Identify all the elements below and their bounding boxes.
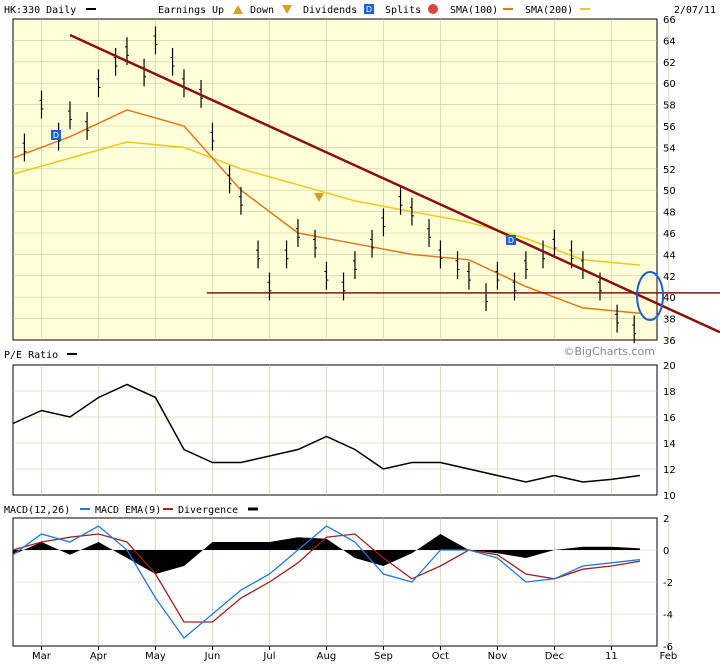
y-tick-label: 64	[663, 36, 676, 47]
y-tick-label: 38	[663, 315, 676, 326]
price-panel-bg	[12, 18, 658, 341]
dividend-marker-1-letter: D	[53, 131, 59, 140]
sma200-line	[12, 141, 640, 266]
dividend-marker-2-letter: D	[508, 236, 514, 245]
x-tick-label: May	[145, 651, 166, 662]
downtrend-line	[69, 33, 720, 334]
earnings-down-label: Down	[250, 5, 274, 16]
price-grid	[13, 19, 669, 340]
earnings-up-icon	[233, 5, 243, 14]
pe-panel-bg	[12, 364, 658, 496]
y-tick-label: 52	[663, 165, 676, 176]
x-tick-label: 11	[605, 651, 618, 662]
y-tick-label: -4	[663, 610, 673, 621]
x-tick-label: Jun	[204, 651, 221, 662]
x-axis: Mar Apr May Jun Jul Aug Sep Oct Nov Dec 11 Feb	[32, 646, 677, 662]
chart-date: 2/07/11	[674, 5, 716, 16]
y-tick-label: 54	[663, 143, 676, 154]
watermark: ©BigCharts.com	[563, 345, 655, 358]
split-icon	[428, 4, 438, 14]
pe-panel: P/E Ratio 10 12 14 16 18 20	[4, 350, 676, 502]
y-tick-label: 50	[663, 186, 676, 197]
x-tick-label: Nov	[488, 651, 508, 662]
macd-legend-3: Divergence	[178, 505, 238, 516]
breakout-highlight	[636, 271, 664, 321]
price-panel: 36 38 40 42 44 46 48 50 52 54 56 58 60 62 64 66 D D ©Bi…	[12, 15, 720, 358]
macd-ema-line	[12, 533, 641, 623]
y-tick-label: 14	[663, 439, 676, 450]
x-tick-label: Sep	[374, 651, 393, 662]
x-tick-label: Oct	[432, 651, 449, 662]
sma200-label: SMA(200)	[525, 5, 573, 16]
y-tick-label: 42	[663, 272, 676, 283]
y-tick-label: 36	[663, 336, 676, 347]
pe-y-ticks: 10 12 14 16 18 20	[663, 361, 676, 502]
price-bars	[22, 26, 637, 344]
y-tick-label: 62	[663, 58, 676, 69]
x-tick-label: Feb	[660, 651, 678, 662]
pe-grid	[13, 365, 669, 495]
y-tick-label: 58	[663, 101, 676, 112]
pe-title: P/E Ratio	[4, 350, 58, 361]
dividend-icon	[364, 4, 374, 14]
dividend-icon-letter: D	[366, 5, 372, 14]
y-tick-label: 18	[663, 387, 676, 398]
dividend-marker-2	[506, 235, 516, 245]
earnings-label: Earnings	[158, 5, 206, 16]
y-tick-label: 2	[663, 514, 669, 525]
y-tick-label: -2	[663, 578, 673, 589]
y-tick-label: 48	[663, 208, 676, 219]
y-tick-label: 12	[663, 465, 676, 476]
x-tick-label: Apr	[90, 651, 108, 662]
sma100-line	[12, 109, 640, 315]
y-tick-label: 60	[663, 79, 676, 90]
earnings-up-label: Up	[212, 5, 224, 16]
x-tick-label: Aug	[317, 651, 337, 662]
y-tick-label: 56	[663, 122, 676, 133]
y-tick-label: 46	[663, 229, 676, 240]
pe-ratio-line	[12, 383, 641, 483]
y-tick-label: 44	[663, 250, 676, 261]
y-tick-label: 40	[663, 293, 676, 304]
macd-y-ticks: -6-4-202	[663, 514, 673, 653]
dividend-marker-1	[51, 130, 61, 140]
earnings-down-icon	[282, 5, 292, 14]
y-tick-label: 20	[663, 361, 676, 372]
macd-legend-2: MACD EMA(9)	[95, 505, 161, 516]
y-tick-label: 66	[663, 15, 676, 26]
dividends-label: Dividends	[303, 5, 357, 16]
x-tick-label: Jul	[262, 651, 275, 662]
earnings-down-marker	[314, 193, 324, 202]
sma100-label: SMA(100)	[450, 5, 498, 16]
y-tick-label: 16	[663, 413, 676, 424]
x-tick-label: Mar	[32, 651, 52, 662]
divergence-area	[13, 534, 640, 574]
macd-legend-1: MACD(12,26)	[4, 505, 70, 516]
y-tick-label: 0	[663, 546, 669, 557]
splits-label: Splits	[385, 5, 421, 16]
macd-panel: MACD(12,26) MACD EMA(9) Divergence -6-4-…	[4, 505, 673, 653]
y-tick-label: 10	[663, 491, 676, 502]
price-y-ticks: 36 38 40 42 44 46 48 50 52 54 56 58 60 62 64 66	[663, 15, 676, 347]
x-tick-label: Dec	[545, 651, 564, 662]
ticker-label: HK:330 Daily	[4, 5, 76, 16]
macd-line	[12, 525, 640, 639]
